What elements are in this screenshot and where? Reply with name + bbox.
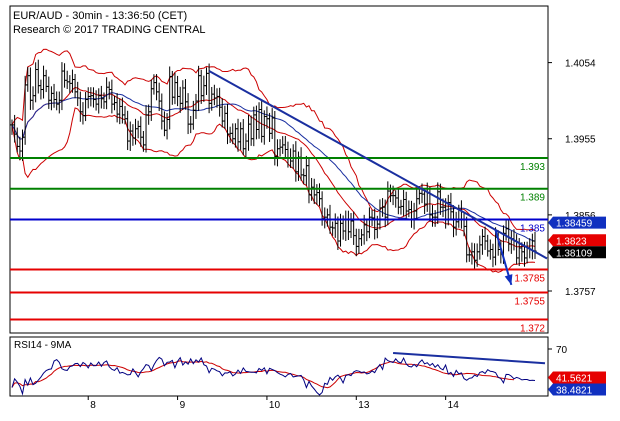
level-label-resistance: 1.389: [520, 193, 545, 204]
rsi-axis-tick-label: 70: [556, 345, 568, 356]
rsi-tag: 38.4821: [548, 383, 606, 396]
price-bars: [10, 59, 537, 270]
rsi-tag-label: 38.4821: [556, 385, 593, 396]
resistance-trendline: [208, 70, 548, 260]
rsi-line: [11, 356, 536, 396]
time-axis-tick-label: 9: [180, 400, 186, 411]
price-axis-tick-label: 1.3955: [565, 135, 596, 146]
price-axis-tick-label: 1.3856: [565, 211, 596, 222]
rsi-tag-label: 41.5621: [556, 373, 593, 384]
rsi-panel-frame: [9, 336, 549, 397]
price-tag: 1.38109: [548, 246, 606, 259]
level-label-support: 1.3755: [514, 297, 545, 308]
price-tag-box: [548, 216, 606, 229]
price-axis-ticks: 1.4054 1.3955 1.3856 1.3757: [548, 59, 596, 298]
time-axis-tick-label: 13: [358, 400, 370, 411]
time-axis: 8 9 10 13 14: [87, 396, 460, 411]
trend-overlay: [208, 70, 548, 286]
chart-copyright: Research © 2017 TRADING CENTRAL: [13, 24, 206, 36]
rsi-tag-box: [548, 383, 606, 396]
main-panel-frame: [9, 5, 549, 334]
price-tag-label: 1.38109: [556, 248, 593, 259]
rsi-lines: [11, 352, 546, 396]
level-label-pivot: 1.385: [520, 223, 545, 234]
time-axis-tick-label: 10: [269, 400, 281, 411]
level-label-resistance: 1.393: [520, 162, 545, 173]
price-tag-label: 1.38459: [556, 219, 593, 230]
price-axis-tick-label: 1.4054: [565, 59, 596, 70]
rsi-tag: 41.5621: [548, 371, 606, 384]
price-tag-box: [548, 246, 606, 259]
rsi-trendline: [393, 352, 546, 365]
price-tag: 1.3823: [548, 234, 606, 247]
rsi-indicator-label: RSI14 - 9MA: [14, 340, 72, 351]
price-tag: 1.38459: [548, 216, 606, 230]
price-axis-tick-label: 1.3757: [565, 287, 596, 298]
rsi-tag-box: [548, 371, 606, 384]
chart-title: EUR/AUD - 30min - 13:36:50 (CET): [13, 10, 187, 22]
level-label-support: 1.3785: [514, 273, 545, 284]
forecast-arrow-head: [504, 274, 513, 285]
price-tag-box: [548, 234, 606, 247]
price-tag-label: 1.3823: [556, 236, 587, 247]
time-axis-tick-label: 14: [448, 400, 460, 411]
time-axis-tick-label: 8: [90, 400, 96, 411]
level-lines: 1.393 1.389 1.385 1.3785 1.3755 1.372: [10, 156, 548, 334]
level-label-support: 1.372: [520, 323, 545, 334]
